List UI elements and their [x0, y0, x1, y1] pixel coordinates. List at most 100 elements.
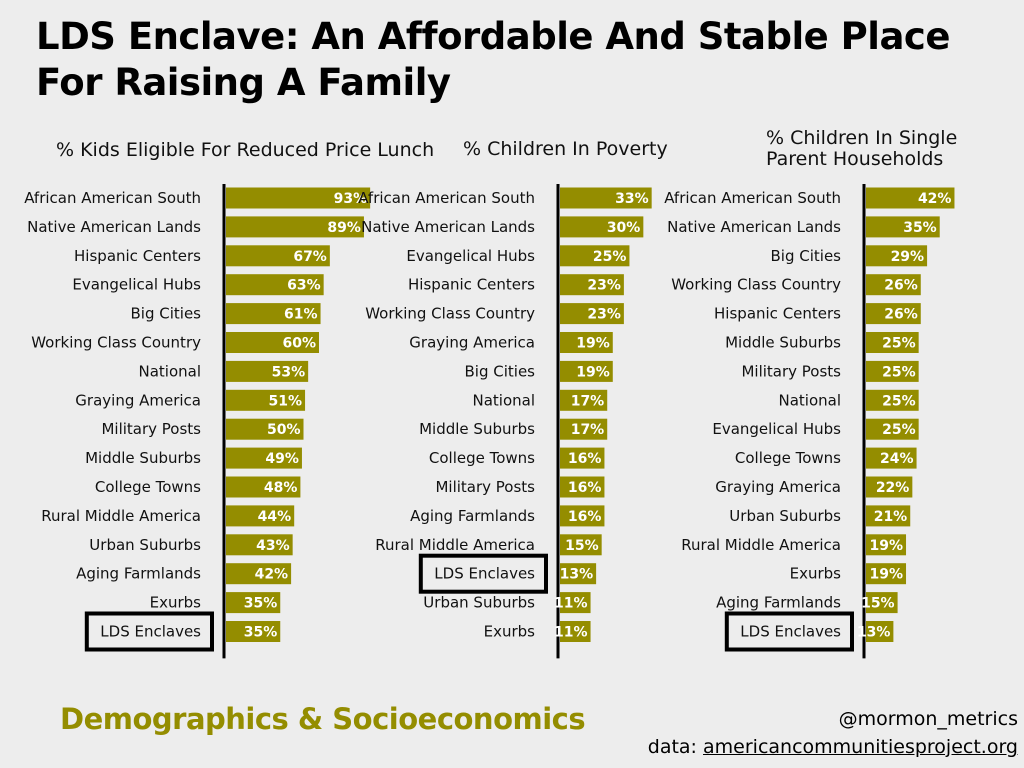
category-label: Graying America [715, 478, 841, 496]
highlight-box [418, 553, 548, 594]
category-label: Rural Middle America [681, 536, 841, 554]
bar-value-label: 51% [269, 393, 303, 409]
category-label: Native American Lands [27, 218, 201, 236]
bar-value-label: 17% [571, 393, 605, 409]
bar [226, 303, 321, 325]
bar [866, 592, 898, 614]
bar-value-label: 43% [256, 538, 290, 554]
category-label: LDS Enclaves [434, 565, 535, 583]
bar-value-label: 19% [576, 364, 610, 380]
highlight-box [84, 611, 214, 652]
bar-value-label: 33% [615, 191, 649, 207]
bar [866, 621, 894, 642]
bar [560, 505, 605, 527]
bar-value-label: 16% [568, 451, 602, 467]
category-label: Urban Suburbs [89, 536, 201, 554]
category-label: Graying America [409, 334, 535, 352]
category-label: Native American Lands [361, 218, 535, 236]
bar-value-label: 63% [287, 278, 321, 294]
bar [866, 187, 955, 209]
category-label: College Towns [735, 449, 841, 467]
bar [226, 360, 309, 382]
category-label: Exurbs [484, 623, 536, 641]
source-link[interactable]: americancommunitiesproject.org [703, 736, 1018, 758]
bar [560, 303, 624, 325]
bar [226, 216, 364, 238]
category-label: LDS Enclaves [740, 623, 841, 641]
bar [866, 274, 921, 296]
bar-value-label: 93% [334, 191, 368, 207]
bar-value-label: 19% [870, 567, 904, 583]
category-label: Graying America [75, 391, 201, 409]
category-label: Native American Lands [667, 218, 841, 236]
bar-value-label: 50% [267, 422, 301, 438]
category-label: LDS Enclaves [100, 623, 201, 641]
bar-value-label: 11% [554, 625, 588, 641]
bar-value-label: 48% [264, 480, 298, 496]
bar-value-label: 67% [293, 249, 327, 265]
source-credit: data: americancommunitiesproject.org [648, 736, 1018, 758]
category-label: Middle Suburbs [419, 420, 535, 438]
bar-value-label: 61% [284, 307, 318, 323]
bar-value-label: 35% [244, 625, 278, 641]
bar [560, 187, 652, 209]
bar [560, 534, 602, 556]
page-title: LDS Enclave: An Affordable And Stable Pl… [36, 15, 950, 104]
bar-value-label: 25% [882, 336, 916, 352]
category-label: Big Cities [771, 247, 842, 265]
bar-value-label: 11% [554, 596, 588, 612]
category-label: Military Posts [741, 362, 841, 380]
bar-value-label: 42% [255, 567, 289, 583]
category-label: African American South [664, 189, 841, 207]
category-label: Military Posts [101, 420, 201, 438]
bar-value-label: 13% [560, 567, 594, 583]
bar [866, 360, 919, 382]
category-label: Exurbs [790, 565, 842, 583]
bar-value-label: 16% [568, 509, 602, 525]
bar-value-label: 89% [327, 220, 361, 236]
category-label: Hispanic Centers [74, 247, 201, 265]
chart-title: % Children In Poverty [463, 138, 668, 160]
category-label: Aging Farmlands [76, 565, 201, 583]
bar [226, 476, 301, 498]
bar [226, 592, 281, 614]
bar [866, 216, 940, 238]
bar-value-label: 15% [861, 596, 895, 612]
bar [226, 505, 295, 527]
bar-value-label: 22% [876, 480, 910, 496]
category-label: African American South [24, 189, 201, 207]
bar [560, 621, 591, 642]
category-label: Aging Farmlands [716, 594, 841, 612]
bar [866, 245, 928, 267]
bar [866, 332, 919, 353]
bar-value-label: 23% [587, 278, 621, 294]
category-label: Big Cities [131, 305, 202, 323]
bar [226, 621, 281, 642]
bar [226, 245, 330, 267]
bar [866, 505, 911, 527]
category-label: Working Class Country [671, 276, 841, 294]
bar-value-label: 35% [244, 596, 278, 612]
category-label: College Towns [429, 449, 535, 467]
bar [226, 447, 302, 469]
bar-value-label: 17% [571, 422, 605, 438]
bar [560, 332, 613, 353]
bar [866, 534, 907, 556]
category-label: National [138, 362, 201, 380]
bar-value-label: 25% [593, 249, 627, 265]
bar [866, 476, 913, 498]
highlight-box [724, 611, 854, 652]
bar-value-label: 25% [882, 422, 916, 438]
category-label: Aging Farmlands [410, 507, 535, 525]
bar [560, 389, 608, 411]
bar-value-label: 19% [576, 336, 610, 352]
bar [226, 563, 292, 585]
bar [226, 534, 293, 556]
bar-value-label: 24% [880, 451, 914, 467]
category-label: College Towns [95, 478, 201, 496]
category-label: Hispanic Centers [714, 305, 841, 323]
category-label: Big Cities [465, 362, 536, 380]
bar [560, 592, 591, 614]
bar-value-label: 42% [918, 191, 952, 207]
